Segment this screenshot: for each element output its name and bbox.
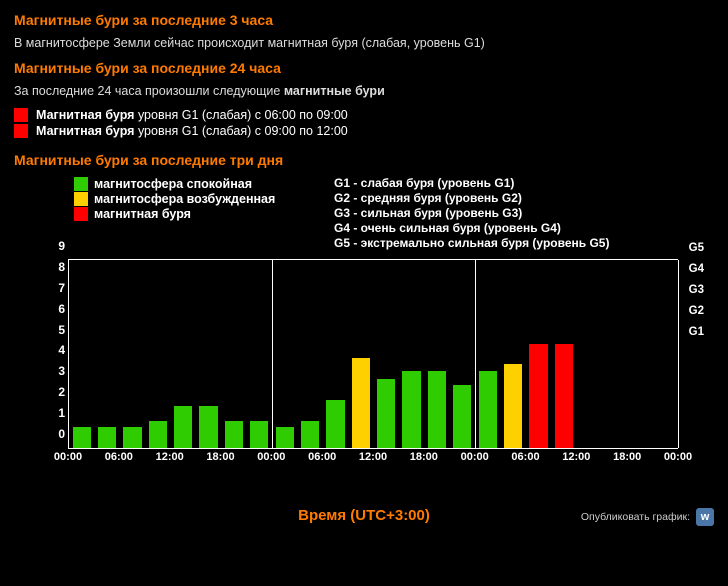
y-tick: 0: [45, 427, 65, 441]
x-tick: 00:00: [461, 451, 489, 463]
x-tick: 18:00: [410, 451, 438, 463]
legend-states: магнитосфера спокойнаямагнитосфера возбу…: [74, 176, 334, 251]
y-tick: 4: [45, 343, 65, 357]
legend-label: магнитная буря: [94, 207, 191, 221]
publish-label: Опубликовать график:: [581, 511, 690, 523]
legend-row: магнитосфера спокойнаямагнитосфера возбу…: [74, 176, 714, 251]
text-24h-lead: За последние 24 часа произошли следующие…: [14, 84, 714, 98]
header-24h: Магнитные бури за последние 24 часа: [14, 60, 714, 76]
bar: [149, 421, 167, 448]
bar: [402, 371, 420, 448]
legend-swatch: [74, 207, 88, 221]
chart-region: магнитосфера спокойнаямагнитосфера возбу…: [14, 176, 714, 524]
storm-list-24h: Магнитная буря уровня G1 (слабая) с 06:0…: [14, 108, 714, 138]
storm-line: Магнитная буря уровня G1 (слабая) с 06:0…: [14, 108, 714, 122]
bar: [479, 371, 497, 448]
x-tick: 06:00: [308, 451, 336, 463]
y-tick: 9: [45, 239, 65, 253]
g-tick: G2: [689, 305, 704, 317]
storm-label: Магнитная буря уровня G1 (слабая) с 09:0…: [36, 124, 348, 138]
legend-level: G5 - экстремально сильная буря (уровень …: [334, 236, 609, 251]
y-tick: 6: [45, 302, 65, 316]
bar: [199, 406, 217, 448]
y-tick: 5: [45, 323, 65, 337]
bar: [174, 406, 192, 448]
bar: [428, 371, 446, 448]
day-labels: [68, 467, 678, 501]
x-tick: 06:00: [511, 451, 539, 463]
bar: [529, 344, 547, 448]
bar: [377, 379, 395, 448]
bar: [123, 427, 141, 448]
day-separator: [475, 260, 476, 448]
legend-label: магнитосфера спокойная: [94, 177, 252, 191]
text-3h: В магнитосфере Земли сейчас происходит м…: [14, 36, 714, 50]
bar: [453, 385, 471, 448]
x-axis: 00:00 06:00 12:00 18:00 00:00 06:00 12:00 18:00…: [68, 449, 678, 467]
bar: [326, 400, 344, 448]
y-tick: 3: [45, 364, 65, 378]
lead-a: За последние 24 часа произошли следующие: [14, 84, 284, 98]
storm-color-swatch: [14, 108, 28, 122]
vk-share-button[interactable]: w: [696, 508, 714, 526]
x-tick: 12:00: [359, 451, 387, 463]
y-tick: 7: [45, 281, 65, 295]
legend-level: G1 - слабая буря (уровень G1): [334, 176, 609, 191]
bars-layer: [69, 260, 678, 448]
bar: [555, 344, 573, 448]
legend-item: магнитная буря: [74, 207, 334, 221]
bar: [73, 427, 91, 448]
legend-level: G2 - средняя буря (уровень G2): [334, 191, 609, 206]
g-tick: G1: [689, 326, 704, 338]
bar: [98, 427, 116, 448]
x-tick: 18:00: [613, 451, 641, 463]
x-tick: 12:00: [562, 451, 590, 463]
g-tick: G5: [689, 242, 704, 254]
day-separator: [678, 260, 679, 448]
legend-levels: G1 - слабая буря (уровень G1)G2 - средня…: [334, 176, 609, 251]
legend-swatch: [74, 192, 88, 206]
x-tick: 00:00: [257, 451, 285, 463]
storm-line: Магнитная буря уровня G1 (слабая) с 09:0…: [14, 124, 714, 138]
day-separator: [272, 260, 273, 448]
legend-swatch: [74, 177, 88, 191]
x-tick: 00:00: [54, 451, 82, 463]
legend-label: магнитосфера возбужденная: [94, 192, 275, 206]
legend-item: магнитосфера спокойная: [74, 177, 334, 191]
header-3h: Магнитные бури за последние 3 часа: [14, 12, 714, 28]
legend-item: магнитосфера возбужденная: [74, 192, 334, 206]
x-tick: 12:00: [156, 451, 184, 463]
y-tick: 1: [45, 406, 65, 420]
bar: [504, 364, 522, 448]
g-tick: G3: [689, 284, 704, 296]
lead-b: магнитные бури: [284, 84, 385, 98]
bar: [225, 421, 243, 448]
publish-row: Опубликовать график: w: [581, 508, 714, 526]
bar: [301, 421, 319, 448]
x-tick: 06:00: [105, 451, 133, 463]
legend-level: G3 - сильная буря (уровень G3): [334, 206, 609, 221]
plot-area: 0123456789G1G2G3G4G5: [68, 259, 678, 449]
legend-level: G4 - очень сильная буря (уровень G4): [334, 221, 609, 236]
y-tick: 2: [45, 385, 65, 399]
bar: [250, 421, 268, 448]
bar: [276, 427, 294, 448]
header-3d: Магнитные бури за последние три дня: [14, 152, 714, 168]
g-tick: G4: [689, 263, 704, 275]
storm-label: Магнитная буря уровня G1 (слабая) с 06:0…: [36, 108, 348, 122]
bar: [352, 358, 370, 448]
x-tick: 18:00: [206, 451, 234, 463]
y-tick: 8: [45, 260, 65, 274]
storm-color-swatch: [14, 124, 28, 138]
x-tick: 00:00: [664, 451, 692, 463]
